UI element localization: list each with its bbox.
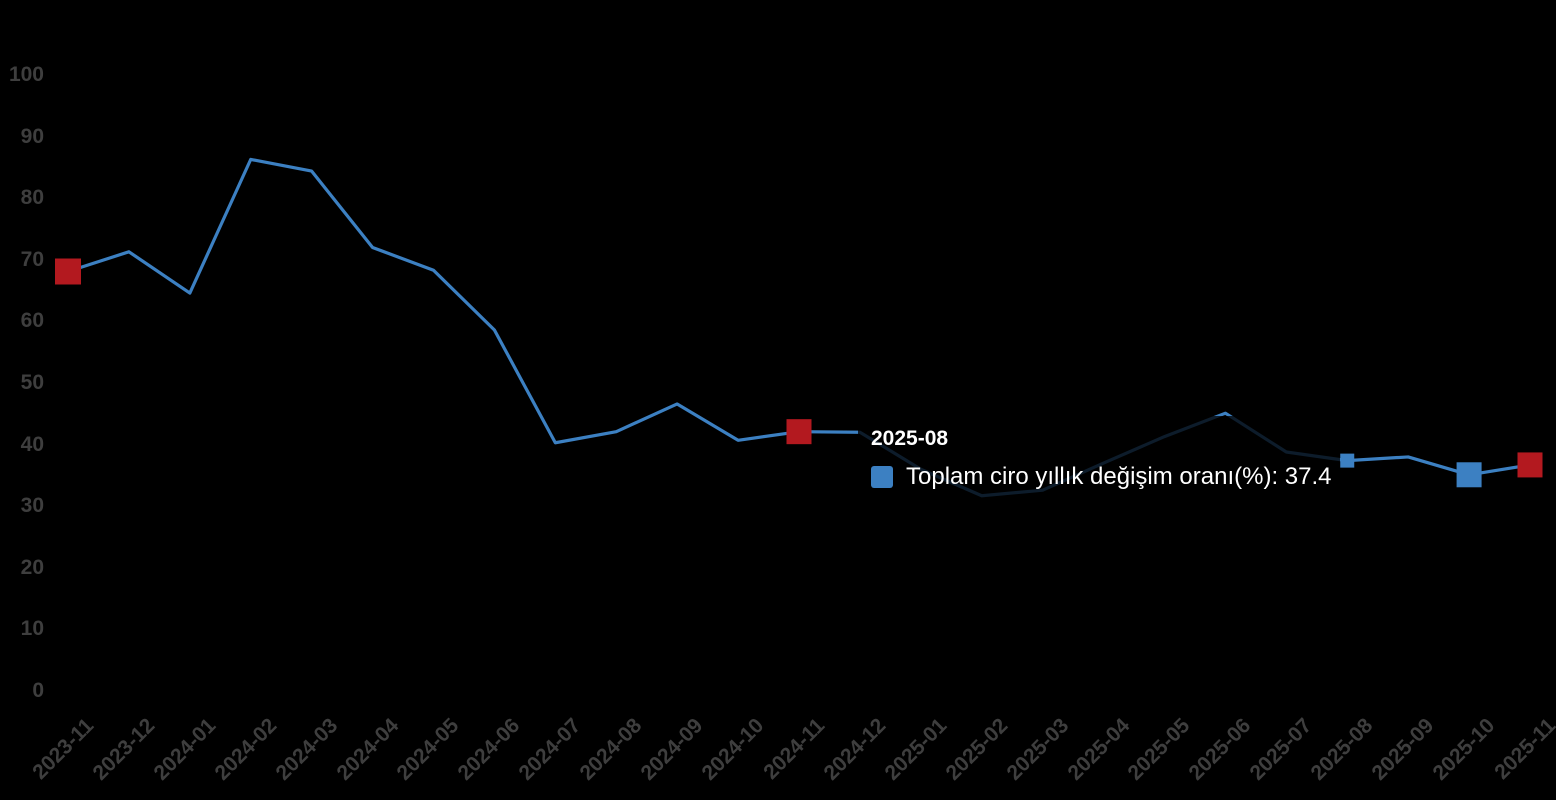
data-point-marker-2025-08[interactable] bbox=[1340, 453, 1355, 468]
y-axis-label-40: 40 bbox=[20, 432, 44, 456]
y-axis-label-90: 90 bbox=[20, 124, 44, 148]
y-axis-label-70: 70 bbox=[20, 247, 44, 271]
y-axis-label-100: 100 bbox=[8, 63, 44, 86]
data-point-marker-2024-11[interactable] bbox=[786, 419, 812, 445]
y-axis-label-20: 20 bbox=[20, 555, 44, 579]
data-point-marker-2025-11[interactable] bbox=[1517, 452, 1543, 478]
y-axis-label-60: 60 bbox=[20, 309, 44, 333]
y-axis-label-0: 0 bbox=[32, 679, 44, 702]
tooltip-series-row: Toplam ciro yıllık değişim oranı(%): 37.… bbox=[871, 463, 1340, 491]
tooltip-series-text: Toplam ciro yıllık değişim oranı(%): 37.… bbox=[906, 463, 1332, 490]
y-axis-label-80: 80 bbox=[20, 186, 44, 210]
y-axis-label-10: 10 bbox=[20, 617, 44, 641]
tooltip-series-swatch bbox=[871, 466, 893, 488]
data-point-marker-2023-11[interactable] bbox=[55, 258, 81, 285]
tooltip-title: 2025-08 bbox=[871, 427, 949, 450]
y-axis-label-50: 50 bbox=[20, 371, 44, 394]
y-axis-label-30: 30 bbox=[20, 494, 44, 518]
tooltip: 2025-08 Toplam ciro yıllık değişim oranı… bbox=[858, 416, 1340, 515]
data-point-marker-2025-10[interactable] bbox=[1456, 462, 1482, 488]
